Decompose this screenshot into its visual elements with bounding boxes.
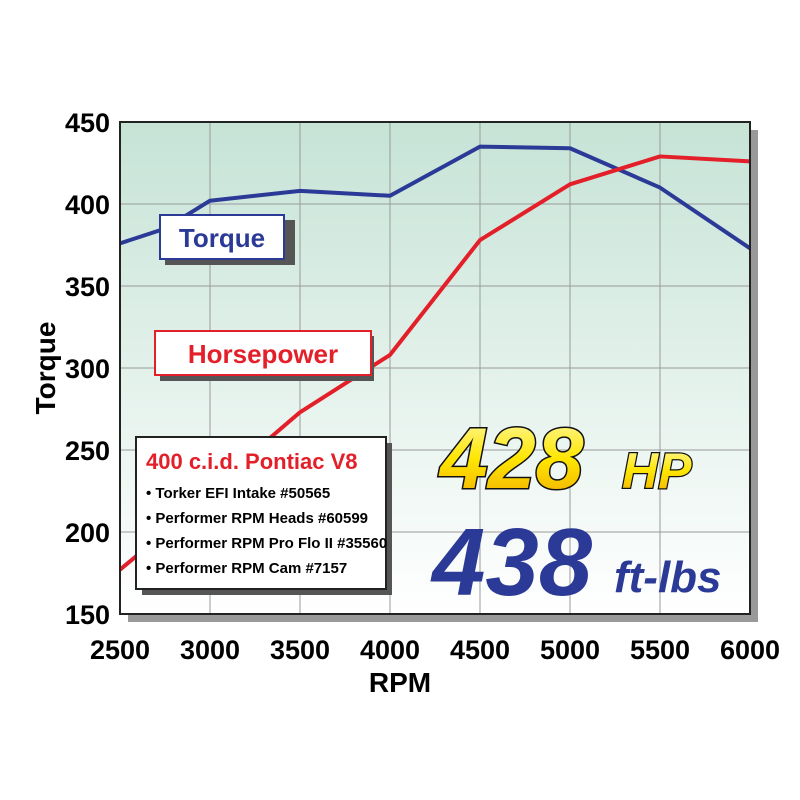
torque-unit: ft-lbs <box>614 553 722 602</box>
y-tick-label: 300 <box>65 354 110 384</box>
x-axis-label: RPM <box>369 667 431 698</box>
y-tick-label: 250 <box>65 436 110 466</box>
x-tick-label: 5500 <box>630 635 690 665</box>
y-tick-label: 150 <box>65 600 110 630</box>
y-tick-label: 350 <box>65 272 110 302</box>
spec-item: • Performer RPM Pro Flo II #35560 <box>146 535 387 552</box>
torque-label-box <box>159 214 285 260</box>
y-tick-label: 400 <box>65 190 110 220</box>
y-tick-label: 450 <box>65 108 110 138</box>
spec-item: • Performer RPM Heads #60599 <box>146 510 368 527</box>
spec-item: • Torker EFI Intake #50565 <box>146 485 330 502</box>
x-tick-label: 3000 <box>180 635 240 665</box>
hp-label: Horsepower <box>188 339 338 369</box>
spec-item: • Performer RPM Cam #7157 <box>146 560 347 577</box>
hp-unit: HP <box>622 443 692 499</box>
x-tick-label: 5000 <box>540 635 600 665</box>
x-tick-label: 2500 <box>90 635 150 665</box>
x-tick-label: 4500 <box>450 635 510 665</box>
y-tick-label: 200 <box>65 518 110 548</box>
x-tick-label: 4000 <box>360 635 420 665</box>
spec-title: 400 c.i.d. Pontiac V8 <box>146 449 358 474</box>
torque-value: 438 <box>430 509 593 616</box>
torque-label: Torque <box>179 223 265 253</box>
plot-border <box>119 121 751 615</box>
hp-label-box <box>154 330 372 376</box>
x-tick-label: 3500 <box>270 635 330 665</box>
hp-value: 428 <box>438 411 584 507</box>
x-tick-label: 6000 <box>720 635 780 665</box>
spec-box <box>135 436 387 590</box>
y-axis-label: Torque <box>30 322 61 415</box>
